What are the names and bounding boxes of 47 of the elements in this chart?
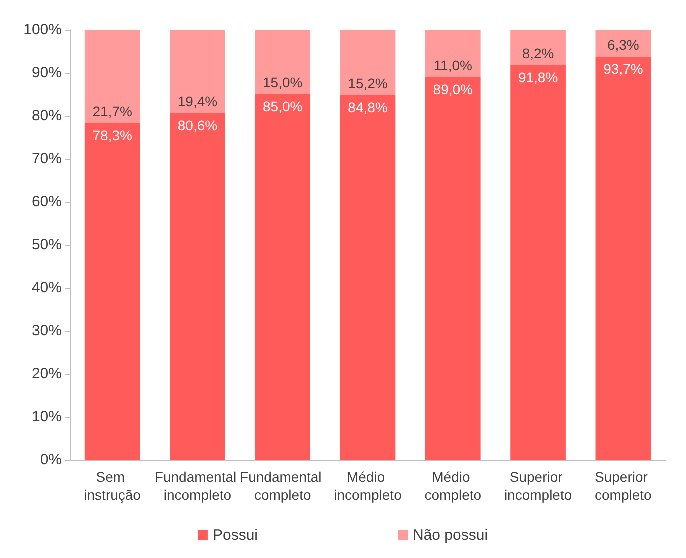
bar — [425, 30, 481, 78]
data-label: 15,2% — [348, 75, 388, 92]
data-label: 15,0% — [263, 74, 303, 90]
y-tick-label: 100% — [24, 22, 62, 38]
x-tick-label: Médio completo — [424, 469, 482, 503]
x-tick-label: Superior completo — [595, 469, 652, 503]
bar — [84, 123, 140, 460]
data-label: 6,3% — [607, 37, 640, 54]
y-tick-label: 60% — [32, 194, 62, 210]
data-label: 84,8% — [348, 99, 388, 116]
x-tick-label: Fundamental completo — [240, 469, 326, 503]
x-tick-label: Fundamental incompleto — [154, 469, 241, 503]
bar — [340, 30, 396, 96]
y-tick-label: 80% — [32, 108, 62, 124]
bar — [84, 30, 140, 124]
y-tick-label: 70% — [32, 150, 62, 168]
data-label: 80,6% — [178, 117, 218, 134]
y-tick-label: 30% — [32, 322, 62, 340]
bar — [170, 113, 226, 460]
bar — [510, 65, 566, 460]
bar — [255, 94, 311, 460]
bar — [170, 30, 226, 114]
data-label: 19,4% — [178, 93, 218, 110]
data-label: 93,7% — [604, 61, 644, 78]
bar — [596, 57, 652, 460]
bar — [425, 77, 481, 460]
data-label: 91,8% — [518, 69, 558, 86]
y-tick-label: 20% — [32, 366, 62, 382]
y-tick-label: 50% — [32, 236, 62, 254]
data-label: 21,7% — [92, 103, 132, 120]
bar — [340, 95, 396, 460]
x-tick-label: Médio incompleto — [334, 469, 402, 503]
data-label: 78,3% — [92, 127, 132, 144]
y-tick-label: 0% — [40, 452, 62, 468]
bar — [510, 30, 566, 66]
data-label: 85,0% — [263, 98, 303, 114]
data-label: 11,0% — [434, 57, 472, 74]
data-label: 89,0% — [433, 81, 473, 98]
legend-label: Possui — [212, 527, 258, 544]
y-tick-label: 10% — [32, 408, 62, 426]
y-tick-label: 90% — [32, 64, 62, 82]
legend-label: Não possui — [412, 527, 488, 544]
y-tick-label: 40% — [32, 280, 62, 296]
x-tick-label: Superior incompleto — [504, 469, 572, 503]
data-label: 8,2% — [522, 45, 554, 62]
x-tick-label: Sem instrução — [84, 469, 142, 503]
bar — [255, 30, 311, 94]
